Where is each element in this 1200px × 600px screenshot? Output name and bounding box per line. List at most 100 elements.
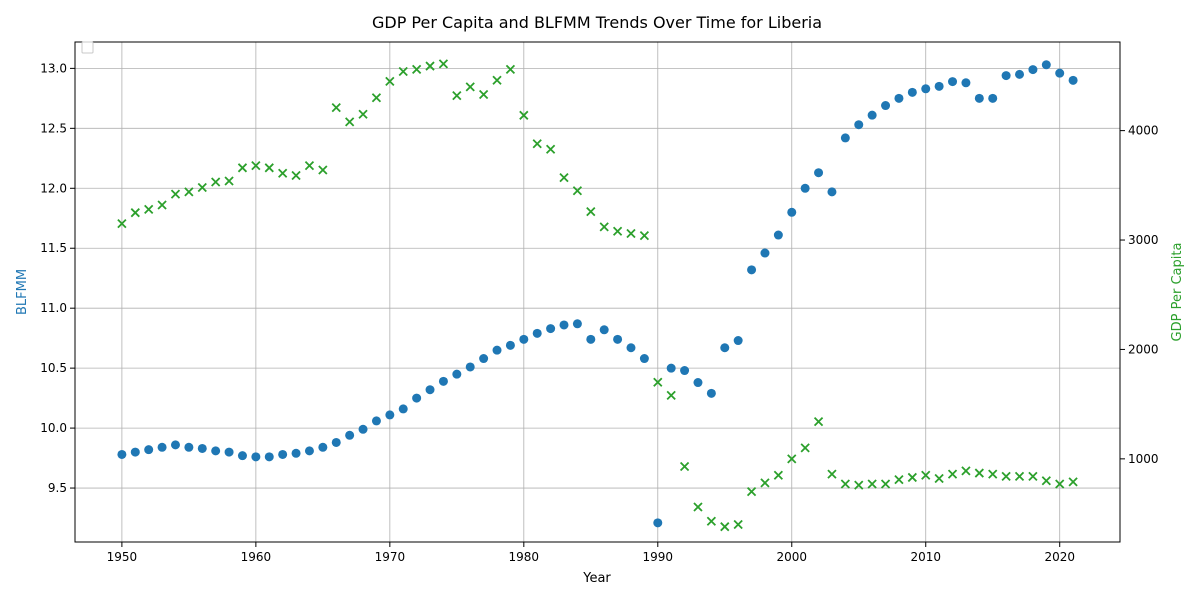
x-axis: 1950 1960 1970 1980 1990 2000 2010 2020 <box>107 542 1075 564</box>
gdp-point <box>827 469 837 479</box>
gdp-point <box>398 66 408 77</box>
blfmm-point <box>934 81 944 91</box>
y-right-tick-label: 1000 <box>1128 452 1159 466</box>
gdp-point <box>907 472 917 483</box>
blfmm-point <box>988 93 998 103</box>
blfmm-point <box>613 334 623 344</box>
blfmm-point <box>894 93 904 103</box>
gdp-point <box>345 117 355 127</box>
y-left-tick-label: 11.0 <box>40 301 67 315</box>
gdp-point <box>760 478 770 488</box>
gdp-point <box>974 468 984 478</box>
legend <box>81 41 94 54</box>
gdp-point <box>599 222 609 232</box>
gdp-point <box>679 461 690 472</box>
gdp-point <box>331 103 341 113</box>
blfmm-point <box>345 430 355 440</box>
gdp-point <box>1068 477 1078 487</box>
gdp-point <box>626 228 636 239</box>
gdp-point <box>934 473 944 484</box>
blfmm-point <box>412 393 422 403</box>
gdp-point <box>278 168 288 178</box>
blfmm-point <box>773 230 783 240</box>
blfmm-point <box>680 366 690 376</box>
gdp-point <box>505 64 516 74</box>
blfmm-point <box>130 447 140 457</box>
gdp-point <box>251 160 261 171</box>
blfmm-point <box>519 334 529 344</box>
gdp-point <box>144 204 154 215</box>
blfmm-point <box>800 183 810 193</box>
blfmm-point <box>1055 68 1065 78</box>
y-right-tick-label: 3000 <box>1128 233 1159 247</box>
gdp-point <box>291 170 301 181</box>
y-axis-left: 9.5 10.0 10.5 11.0 11.5 12.0 12.5 13.0 <box>40 61 75 495</box>
grid <box>75 42 1120 542</box>
blfmm-point <box>760 248 770 258</box>
gdp-point <box>572 186 583 196</box>
gdp-point <box>800 443 810 453</box>
blfmm-point <box>948 77 958 87</box>
blfmm-point <box>291 448 301 458</box>
blfmm-point <box>907 87 917 97</box>
blfmm-point <box>747 265 757 275</box>
blfmm-point <box>385 410 395 420</box>
blfmm-point <box>237 451 247 461</box>
blfmm-point <box>452 369 462 379</box>
blfmm-point <box>492 345 502 355</box>
gdp-point <box>237 163 248 173</box>
gdp-point <box>117 218 127 229</box>
gdp-point <box>452 90 462 101</box>
gdp-point <box>787 454 797 464</box>
gdp-point <box>988 469 998 479</box>
gdp-point <box>425 61 435 71</box>
blfmm-point <box>532 328 542 338</box>
blfmm-point <box>398 404 408 414</box>
gdp-point <box>1041 476 1051 486</box>
x-tick-label: 1960 <box>241 550 272 564</box>
y-axis-right-label: GDP Per Capita <box>1170 243 1185 342</box>
y-left-tick-label: 10.0 <box>40 421 67 435</box>
gdp-point <box>693 502 703 512</box>
gdp-point <box>666 390 676 401</box>
x-axis-label: Year <box>582 571 611 586</box>
gdp-point <box>746 487 757 497</box>
gdp-point <box>411 64 422 74</box>
gdp-point <box>224 176 234 186</box>
blfmm-series <box>117 60 1078 528</box>
blfmm-point <box>117 449 127 459</box>
gdp-point <box>157 200 167 210</box>
gdp-point <box>921 470 931 480</box>
blfmm-point <box>599 325 609 335</box>
gdp-point <box>1028 471 1038 481</box>
blfmm-point <box>157 442 167 452</box>
x-tick-label: 1980 <box>509 550 540 564</box>
gdp-point <box>586 206 596 217</box>
blfmm-point <box>211 446 221 456</box>
blfmm-point <box>264 452 274 462</box>
gdp-point <box>854 480 864 490</box>
blfmm-point <box>1015 69 1025 79</box>
blfmm-point <box>465 362 475 372</box>
blfmm-point <box>693 378 703 388</box>
blfmm-point <box>318 442 328 452</box>
gdp-point <box>894 475 904 485</box>
chart-title: GDP Per Capita and BLFMM Trends Over Tim… <box>372 13 822 32</box>
gdp-point <box>706 516 717 526</box>
blfmm-point <box>827 187 837 197</box>
blfmm-point <box>1041 60 1051 70</box>
gdp-point <box>653 377 663 387</box>
gdp-point <box>478 89 489 100</box>
blfmm-point <box>867 110 877 120</box>
blfmm-point <box>814 168 824 178</box>
blfmm-point <box>787 207 797 217</box>
blfmm-point <box>1028 65 1038 75</box>
gdp-point <box>438 59 449 69</box>
blfmm-point <box>251 452 261 462</box>
gdp-point <box>197 182 207 193</box>
y-axis-left-label: BLFMM <box>15 269 30 315</box>
blfmm-point <box>546 324 556 334</box>
blfmm-point <box>974 93 984 103</box>
y-left-tick-label: 9.5 <box>48 481 67 495</box>
gdp-point <box>371 93 382 103</box>
